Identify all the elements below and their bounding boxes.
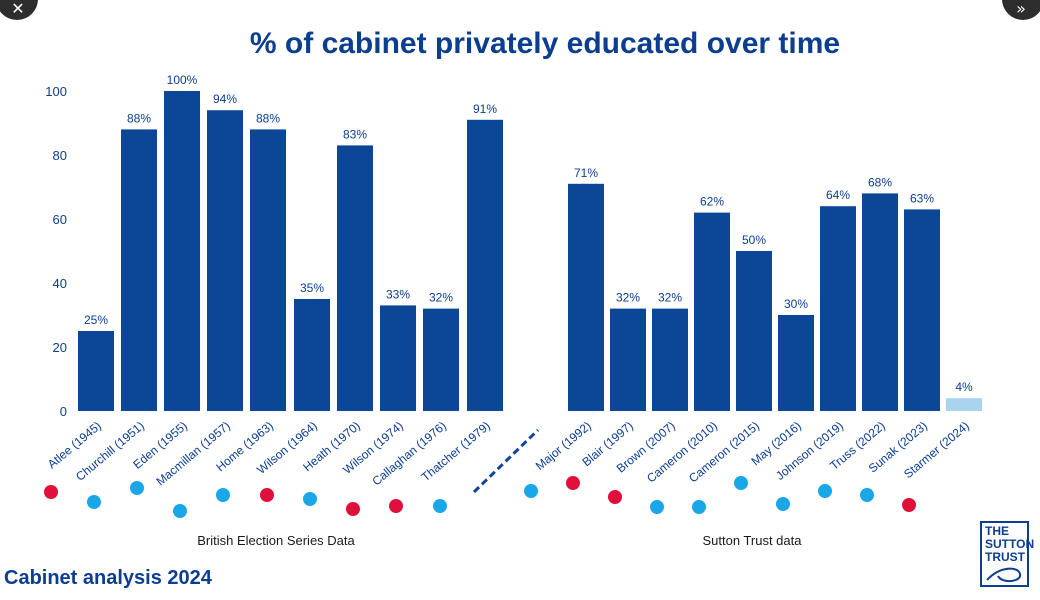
bar bbox=[164, 91, 200, 411]
bar bbox=[736, 251, 772, 411]
chart-title: % of cabinet privately educated over tim… bbox=[250, 27, 840, 60]
y-tick-label: 80 bbox=[53, 148, 67, 163]
bar-value-label: 33% bbox=[386, 287, 410, 301]
group-label: British Election Series Data bbox=[197, 533, 355, 548]
bar-value-label: 94% bbox=[213, 92, 237, 106]
bar-value-label: 88% bbox=[127, 111, 151, 125]
x-tick-label: Callaghan (1976) bbox=[369, 419, 449, 489]
logo-line-2: SUTTON bbox=[985, 537, 1034, 551]
conservative-party-dot bbox=[860, 488, 874, 502]
conservative-party-dot bbox=[433, 499, 447, 513]
double-chevron-right-icon: » bbox=[1016, 0, 1026, 18]
bar bbox=[250, 129, 286, 411]
y-tick-label: 20 bbox=[53, 340, 67, 355]
bar-value-label: 4% bbox=[955, 380, 973, 394]
conservative-party-dot bbox=[776, 497, 790, 511]
y-tick-label: 100 bbox=[45, 84, 67, 99]
labour-party-dot bbox=[608, 490, 622, 504]
conservative-party-dot bbox=[87, 495, 101, 509]
conservative-party-dot bbox=[173, 504, 187, 518]
y-tick-label: 60 bbox=[53, 212, 67, 227]
bar-value-label: 35% bbox=[300, 281, 324, 295]
bar-value-label: 25% bbox=[84, 313, 108, 327]
y-tick-label: 0 bbox=[60, 404, 67, 419]
bar-value-label: 32% bbox=[429, 291, 453, 305]
logo-swirl bbox=[986, 567, 1022, 582]
x-tick-label: Macmillan (1957) bbox=[153, 419, 233, 489]
labour-party-dot bbox=[44, 485, 58, 499]
bar-value-label: 50% bbox=[742, 233, 766, 247]
bar-value-label: 71% bbox=[574, 166, 598, 180]
close-icon: ✕ bbox=[11, 0, 25, 18]
bar bbox=[946, 398, 982, 411]
bar bbox=[207, 110, 243, 411]
bar bbox=[610, 308, 646, 411]
bar-value-label: 91% bbox=[473, 102, 497, 116]
bar bbox=[121, 129, 157, 411]
labour-party-dot bbox=[346, 502, 360, 516]
close-button[interactable]: ✕ bbox=[0, 0, 38, 20]
bar-value-label: 100% bbox=[167, 73, 198, 87]
logo-frame bbox=[980, 521, 1029, 587]
labour-party-dot bbox=[260, 488, 274, 502]
bar bbox=[78, 331, 114, 411]
x-labels: Atlee (1945)Churchill (1951)Eden (1955)M… bbox=[45, 419, 972, 489]
next-button[interactable]: » bbox=[1002, 0, 1040, 20]
bar bbox=[904, 209, 940, 411]
bar bbox=[568, 183, 604, 411]
bar-value-label: 63% bbox=[910, 191, 934, 205]
bar bbox=[423, 308, 459, 411]
bar-value-label: 83% bbox=[343, 127, 367, 141]
value-labels: 25% 88% 100% 94% 88% 35% 83% 33% 32% 91% 71% 32% 32%… bbox=[84, 73, 973, 394]
group-labels: British Election Series Data Sutton Trust… bbox=[197, 533, 802, 548]
y-axis: 0 20 40 60 80 100 bbox=[45, 84, 67, 419]
bar-value-label: 88% bbox=[256, 111, 280, 125]
labour-party-dot bbox=[389, 499, 403, 513]
series-break-dashed-line bbox=[472, 428, 540, 494]
conservative-party-dot bbox=[818, 484, 832, 498]
bar-value-label: 64% bbox=[826, 188, 850, 202]
bar bbox=[862, 193, 898, 411]
x-tick-label: Cameron (2010) bbox=[644, 419, 720, 486]
bar bbox=[820, 206, 856, 411]
conservative-party-dot bbox=[692, 500, 706, 514]
conservative-party-dot bbox=[650, 500, 664, 514]
bar-value-label: 32% bbox=[658, 291, 682, 305]
y-tick-label: 40 bbox=[53, 276, 67, 291]
bar-value-label: 30% bbox=[784, 297, 808, 311]
bars bbox=[78, 91, 982, 412]
bar-value-label: 68% bbox=[868, 175, 892, 189]
conservative-party-dot bbox=[303, 492, 317, 506]
conservative-party-dot bbox=[734, 476, 748, 490]
bar-value-label: 32% bbox=[616, 291, 640, 305]
conservative-party-dot bbox=[130, 481, 144, 495]
bar bbox=[294, 299, 330, 411]
labour-party-dot bbox=[566, 476, 580, 490]
bar bbox=[694, 212, 730, 411]
sutton-trust-logo: THE SUTTON TRUST bbox=[980, 521, 1034, 587]
bar bbox=[337, 145, 373, 411]
conservative-party-dot bbox=[216, 488, 230, 502]
bar bbox=[652, 308, 688, 411]
footer-caption: Cabinet analysis 2024 bbox=[4, 567, 213, 589]
party-dots bbox=[44, 476, 916, 518]
conservative-party-dot bbox=[524, 484, 538, 498]
labour-party-dot bbox=[902, 498, 916, 512]
logo-line-3: TRUST bbox=[985, 550, 1026, 564]
bar bbox=[467, 119, 503, 412]
bar-value-label: 62% bbox=[700, 195, 724, 209]
bar bbox=[380, 305, 416, 411]
x-tick-label: Cameron (2015) bbox=[686, 419, 762, 486]
group-label: Sutton Trust data bbox=[702, 533, 802, 548]
bar bbox=[778, 315, 814, 411]
logo-line-1: THE bbox=[985, 524, 1009, 538]
